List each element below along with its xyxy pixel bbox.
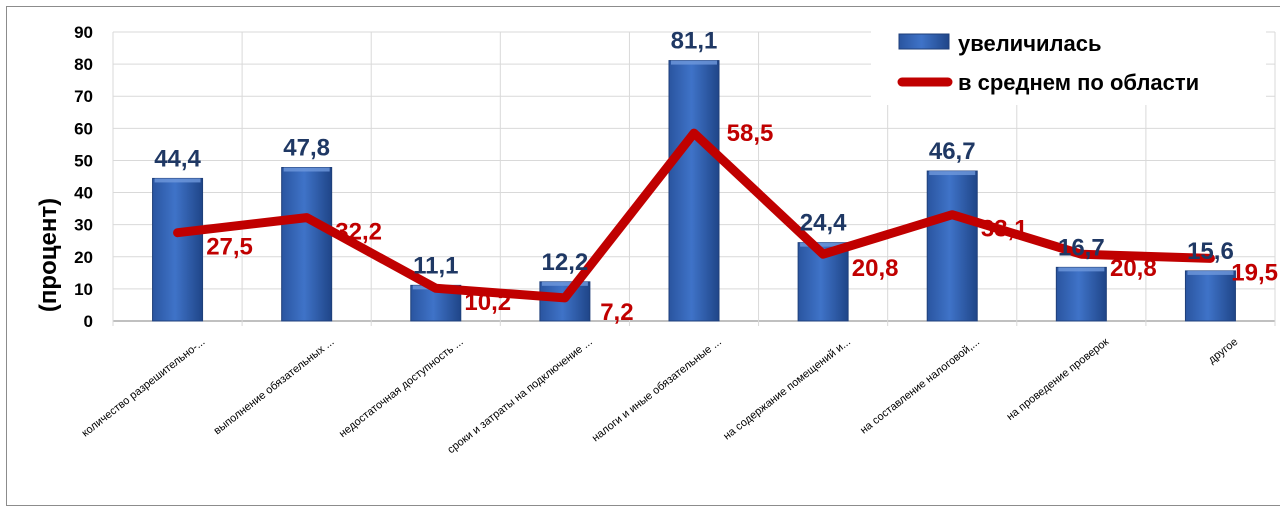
y-tick-label: 50 (74, 151, 93, 170)
category-label: количество разрешительно-... (80, 336, 208, 440)
bar-data-label: 15,6 (1187, 238, 1234, 265)
category-label: на проведение проверок (1004, 336, 1111, 423)
line-data-label: 27,5 (206, 234, 253, 261)
bar-highlight (283, 167, 330, 172)
category-label: выполнение обязательных ... (212, 336, 337, 437)
bar-data-label: 12,2 (542, 249, 589, 276)
y-tick-label: 40 (74, 184, 93, 203)
bar-data-label: 46,7 (929, 138, 976, 165)
bar-highlight (1058, 267, 1105, 272)
line-data-label: 19,5 (1231, 259, 1278, 286)
line-data-label: 33,1 (981, 216, 1028, 243)
bar-highlight (671, 60, 717, 65)
bar-data-label: 81,1 (671, 28, 718, 55)
y-tick-label: 10 (74, 280, 93, 299)
bar (1184, 270, 1236, 322)
y-tick-label: 90 (74, 23, 93, 42)
y-tick-label: 70 (74, 87, 93, 106)
line-data-label: 58,5 (727, 120, 774, 147)
bar-data-label: 16,7 (1058, 234, 1105, 261)
legend-label-line: в среднем по области (958, 70, 1199, 95)
category-label: на составление налоговой,... (858, 336, 982, 437)
bar-highlight (1187, 270, 1234, 275)
category-label: на содержание помещений и... (721, 336, 853, 443)
bar (152, 177, 204, 322)
bar-data-label: 11,1 (413, 252, 458, 279)
bar (926, 170, 978, 322)
y-tick-label: 80 (74, 55, 93, 74)
bar (1055, 266, 1107, 322)
line-data-label: 20,8 (852, 255, 899, 282)
category-label: сроки и затраты на подключение ... (445, 336, 594, 456)
bar-data-label: 24,4 (800, 210, 847, 237)
bar (281, 167, 333, 322)
category-label: налоги и иные обязательные ... (590, 336, 724, 444)
bar (668, 60, 720, 322)
y-axis-title: (процент) (35, 198, 62, 312)
category-label: другое (1206, 336, 1240, 366)
bar-highlight (800, 242, 847, 247)
y-tick-label: 20 (74, 248, 93, 267)
line-data-label: 10,2 (464, 289, 511, 316)
bar-highlight (929, 171, 976, 176)
bar-data-label: 47,8 (283, 135, 330, 162)
bar-highlight (541, 281, 588, 286)
legend-bar-swatch (898, 33, 950, 50)
line-data-label: 32,2 (335, 219, 382, 246)
average-line (173, 128, 1215, 303)
line-data-label: 7,2 (600, 299, 633, 326)
chart-frame (6, 6, 1280, 506)
y-tick-label: 30 (74, 216, 93, 235)
y-tick-label: 60 (74, 119, 93, 138)
category-label: недостаточная доступность ... (337, 336, 466, 440)
y-tick-label: 0 (84, 312, 93, 331)
bar-highlight (154, 178, 201, 183)
bar-data-label: 44,4 (154, 145, 201, 172)
line-data-label: 20,8 (1110, 255, 1157, 282)
legend-label-bars: увеличилась (958, 31, 1101, 56)
